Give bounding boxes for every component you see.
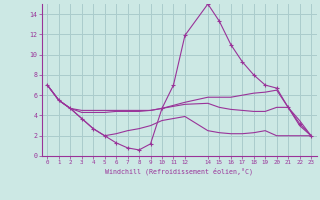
X-axis label: Windchill (Refroidissement éolien,°C): Windchill (Refroidissement éolien,°C) bbox=[105, 168, 253, 175]
